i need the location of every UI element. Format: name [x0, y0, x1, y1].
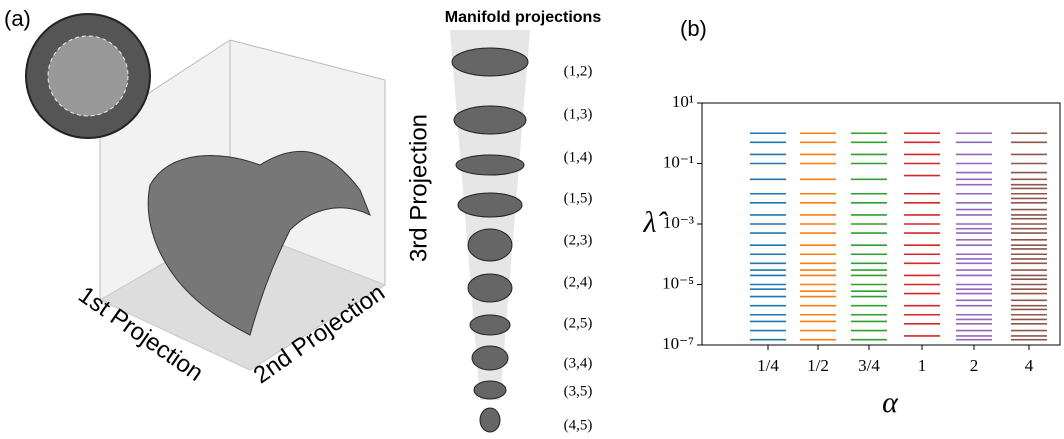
- x-tick-label: 1/4: [757, 356, 779, 375]
- pair-label: (3,5): [564, 383, 593, 399]
- x-tick-label: 1/2: [807, 356, 829, 375]
- y-tick-label: 10⁻⁷: [662, 334, 694, 353]
- pair-label: (2,5): [564, 315, 593, 331]
- panel-label: (b): [680, 16, 707, 41]
- x-tick-label: 1: [918, 356, 927, 375]
- pair-label: (1,4): [564, 149, 593, 165]
- y-tick-label: 10⁻¹: [663, 152, 694, 171]
- projection-thumbnails: [451, 47, 529, 433]
- chart: 10¹ 10⁻¹ 10⁻³ 10⁻⁵ 10⁻⁷ 1/4 1/2 3/4 1 2 4: [662, 92, 1047, 375]
- pair-label: (2,4): [564, 274, 593, 290]
- pair-label: (2,3): [564, 232, 593, 248]
- x-tick-label: 2: [970, 356, 979, 375]
- axis-3-label: 3rd Projection: [405, 114, 432, 262]
- pair-label: (1,5): [564, 190, 593, 206]
- x-tick-label: 3/4: [858, 356, 880, 375]
- pair-label: (3,4): [564, 355, 593, 371]
- projections-title: Manifold projections: [445, 9, 602, 26]
- escher-disk-inner: [47, 35, 129, 117]
- panel-label: (a): [4, 6, 31, 31]
- y-tick-label: 10⁻⁵: [662, 273, 694, 292]
- pair-labels: (1,2) (1,3) (1,4) (1,5) (2,3) (2,4) (2,5) (3,4)…: [564, 63, 593, 433]
- y-tick-label: 10¹: [672, 92, 694, 111]
- pair-label: (1,3): [564, 106, 593, 122]
- saddle-surface: [147, 150, 371, 336]
- pair-label: (4,5): [564, 417, 593, 433]
- pair-label: (1,2): [564, 63, 593, 79]
- x-axis-label: α: [882, 386, 899, 419]
- y-tick-label: 10⁻³: [663, 213, 694, 232]
- x-tick-label: 4: [1025, 356, 1034, 375]
